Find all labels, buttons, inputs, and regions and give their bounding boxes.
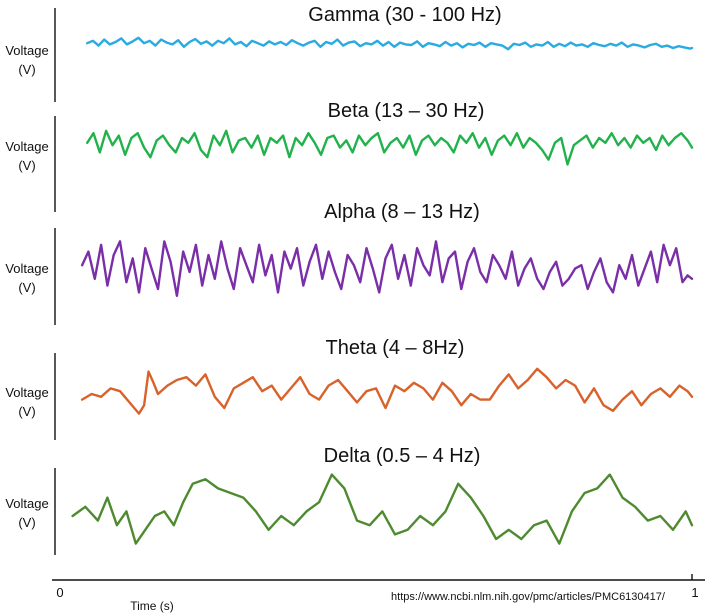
beta-ylabel-line1: Voltage bbox=[5, 139, 48, 154]
theta-ylabel-line2: (V) bbox=[18, 404, 35, 419]
theta-panel: Theta (4 – 8Hz) Voltage (V) bbox=[5, 337, 694, 440]
alpha-series-line bbox=[80, 240, 694, 297]
beta-series-line bbox=[86, 129, 694, 166]
time-axis: 0 1 Time (s) https://www.ncbi.nlm.nih.go… bbox=[52, 574, 705, 613]
gamma-ylabel-line2: (V) bbox=[18, 62, 35, 77]
gamma-series-line bbox=[86, 36, 694, 51]
theta-ylabel-line1: Voltage bbox=[5, 385, 48, 400]
gamma-title: Gamma (30 - 100 Hz) bbox=[308, 4, 501, 26]
beta-panel: Beta (13 – 30 Hz) Voltage (V) bbox=[5, 100, 694, 212]
beta-title: Beta (13 – 30 Hz) bbox=[328, 100, 485, 122]
x-axis-label: Time (s) bbox=[130, 599, 174, 613]
delta-ylabel-line2: (V) bbox=[18, 515, 35, 530]
delta-ylabel-line1: Voltage bbox=[5, 496, 48, 511]
theta-series-line bbox=[80, 367, 694, 415]
gamma-ylabel-line1: Voltage bbox=[5, 43, 48, 58]
source-url: https://www.ncbi.nlm.nih.gov/pmc/article… bbox=[391, 591, 666, 603]
gamma-panel: Gamma (30 - 100 Hz) Voltage (V) bbox=[5, 4, 694, 102]
x-tick-label-start: 0 bbox=[56, 585, 63, 600]
delta-series-line bbox=[71, 473, 694, 545]
theta-title: Theta (4 – 8Hz) bbox=[326, 337, 465, 359]
alpha-title: Alpha (8 – 13 Hz) bbox=[324, 201, 480, 223]
alpha-ylabel-line2: (V) bbox=[18, 280, 35, 295]
alpha-panel: Alpha (8 – 13 Hz) Voltage (V) bbox=[5, 201, 694, 325]
delta-panel: Delta (0.5 – 4 Hz) Voltage (V) bbox=[5, 445, 694, 555]
x-tick-label-end: 1 bbox=[691, 585, 698, 600]
delta-title: Delta (0.5 – 4 Hz) bbox=[324, 445, 481, 467]
alpha-ylabel-line1: Voltage bbox=[5, 261, 48, 276]
beta-ylabel-line2: (V) bbox=[18, 158, 35, 173]
